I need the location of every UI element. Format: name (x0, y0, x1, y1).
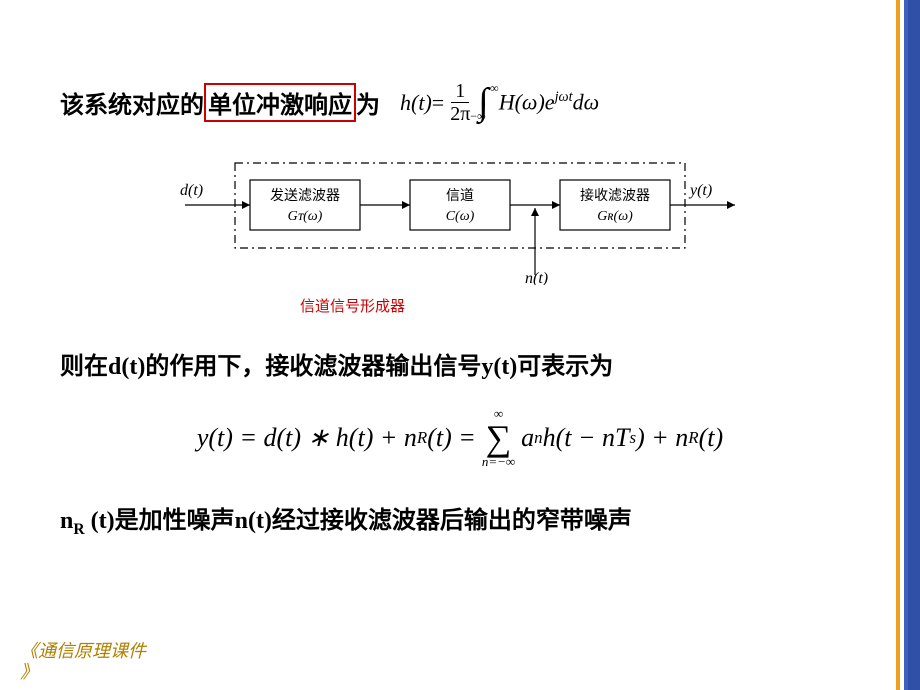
svg-text:d(t): d(t) (180, 182, 203, 199)
footer: 《通信原理课件 》 (20, 641, 146, 684)
int-top: ∞ (490, 81, 499, 96)
svg-text:y(t): y(t) (688, 182, 712, 199)
lhs: h(t) (400, 90, 432, 116)
text-post: 为 (356, 85, 380, 120)
right-decor-bar (896, 0, 920, 690)
formula-h-t: h(t) = 1 2π ∞ ∫ −∞ H(ω)ejωtdω (400, 80, 599, 125)
slide: 该系统对应的单位冲激响应为 h(t) = 1 2π ∞ ∫ −∞ H(ω)ejω… (0, 0, 920, 690)
text-pre: 该系统对应的 (60, 85, 204, 120)
diagram-svg: d(t) 发送滤波器 Gᴛ(ω) 信道 C(ω) 接收滤波器 Gʀ(ω) y(t… (180, 155, 740, 285)
boxed-term: 单位冲激响应 (204, 83, 356, 122)
svg-text:接收滤波器: 接收滤波器 (580, 187, 650, 204)
svg-text:n(t): n(t) (525, 270, 548, 285)
eq: = (432, 90, 444, 116)
svg-text:Gʀ(ω): Gʀ(ω) (597, 209, 633, 224)
block-diagram: d(t) 发送滤波器 Gᴛ(ω) 信道 C(ω) 接收滤波器 Gʀ(ω) y(t… (180, 155, 740, 285)
formula-y-t: y(t) = d(t) ∗ h(t) + nR(t) = ∞ ∑ n=−∞ an… (60, 406, 860, 470)
svg-text:Gᴛ(ω): Gᴛ(ω) (288, 209, 323, 224)
line-noise-desc: nR (t)是加性噪声n(t)经过接收滤波器后输出的窄带噪声 (60, 500, 860, 539)
svg-text:信道: 信道 (446, 188, 474, 204)
num: 1 (451, 80, 469, 103)
svg-text:发送滤波器: 发送滤波器 (270, 188, 340, 204)
integral: ∞ ∫ −∞ (478, 89, 488, 116)
svg-text:C(ω): C(ω) (446, 209, 475, 224)
summation: ∞ ∑ n=−∞ (482, 406, 515, 470)
shaper-label: 信道信号形成器 (0, 295, 860, 316)
line-impulse-response: 该系统对应的单位冲激响应为 h(t) = 1 2π ∞ ∫ −∞ H(ω)ejω… (60, 80, 860, 125)
int-bot: −∞ (470, 109, 485, 124)
line-output-desc: 则在d(t)的作用下，接收滤波器输出信号y(t)可表示为 (60, 346, 860, 381)
integrand: H(ω)ejωtdω (499, 89, 599, 115)
